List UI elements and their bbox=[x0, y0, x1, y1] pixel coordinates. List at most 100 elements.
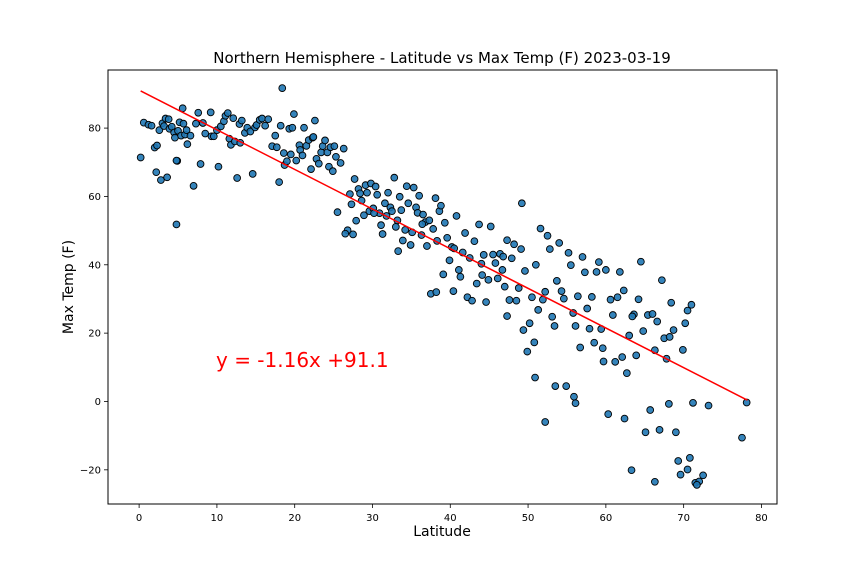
data-point bbox=[286, 150, 295, 159]
data-point bbox=[192, 119, 200, 128]
x-tick-label: 50 bbox=[522, 513, 535, 524]
data-point bbox=[171, 133, 179, 142]
data-point bbox=[339, 144, 348, 153]
data-point bbox=[676, 470, 685, 479]
data-point bbox=[419, 210, 427, 219]
data-point bbox=[599, 357, 608, 366]
data-point bbox=[371, 182, 380, 191]
data-point bbox=[576, 343, 585, 352]
data-point bbox=[550, 322, 559, 330]
y-tick-label: 0 bbox=[95, 397, 101, 408]
data-point bbox=[311, 116, 319, 125]
data-point bbox=[493, 274, 502, 283]
x-tick-label: 40 bbox=[444, 513, 457, 524]
data-point bbox=[562, 382, 571, 390]
data-point bbox=[431, 194, 440, 203]
data-point bbox=[531, 260, 540, 269]
data-point bbox=[475, 220, 483, 229]
data-point bbox=[264, 115, 273, 124]
data-point bbox=[373, 190, 382, 199]
data-point bbox=[606, 295, 615, 304]
y-tick-label: 80 bbox=[88, 124, 101, 135]
data-point bbox=[470, 237, 479, 246]
data-point bbox=[592, 268, 601, 276]
data-point bbox=[598, 344, 607, 353]
data-point bbox=[201, 129, 210, 138]
data-point bbox=[627, 466, 636, 475]
x-tick-label: 10 bbox=[211, 513, 224, 524]
data-point bbox=[687, 300, 696, 309]
data-point bbox=[619, 286, 628, 295]
data-point bbox=[632, 351, 641, 360]
data-point bbox=[555, 239, 564, 247]
data-point bbox=[209, 132, 218, 141]
data-point bbox=[578, 253, 587, 261]
data-point bbox=[686, 454, 694, 462]
data-point bbox=[172, 220, 181, 229]
data-point bbox=[472, 279, 481, 288]
data-point bbox=[486, 222, 495, 231]
plot-frame bbox=[107, 69, 778, 505]
data-point bbox=[639, 327, 648, 335]
data-point bbox=[468, 296, 476, 305]
data-point bbox=[415, 191, 424, 200]
data-point bbox=[595, 258, 603, 266]
data-point bbox=[276, 121, 285, 130]
data-point bbox=[618, 353, 627, 361]
data-point bbox=[196, 160, 205, 168]
x-tick-label: 70 bbox=[677, 513, 690, 524]
data-point bbox=[258, 114, 266, 123]
data-point bbox=[290, 110, 298, 118]
data-point bbox=[237, 116, 246, 125]
data-point bbox=[445, 256, 454, 265]
data-point bbox=[665, 400, 673, 408]
data-point bbox=[503, 236, 511, 245]
data-point bbox=[356, 189, 364, 198]
data-point bbox=[272, 143, 281, 152]
data-point bbox=[651, 477, 659, 486]
data-point bbox=[163, 173, 171, 182]
data-point bbox=[363, 188, 371, 197]
data-point bbox=[648, 310, 657, 318]
data-point bbox=[541, 418, 550, 426]
data-point bbox=[541, 287, 550, 296]
data-point bbox=[628, 312, 637, 321]
data-point bbox=[390, 173, 399, 182]
data-point bbox=[394, 247, 403, 255]
data-point bbox=[186, 131, 195, 140]
data-point bbox=[571, 399, 580, 408]
data-point bbox=[523, 347, 532, 356]
data-point bbox=[388, 207, 396, 215]
data-point bbox=[583, 304, 592, 313]
data-point bbox=[548, 312, 557, 321]
data-point bbox=[559, 294, 568, 303]
data-point bbox=[489, 250, 497, 259]
y-axis-label: Max Temp (F) bbox=[61, 240, 77, 334]
data-point bbox=[206, 108, 215, 117]
data-point bbox=[655, 425, 664, 434]
data-point bbox=[347, 200, 356, 209]
data-point bbox=[136, 153, 145, 162]
data-point bbox=[391, 223, 400, 231]
data-point bbox=[214, 162, 223, 171]
data-point bbox=[634, 295, 643, 304]
x-tick-label: 60 bbox=[599, 513, 612, 524]
data-point bbox=[484, 275, 493, 284]
data-point bbox=[693, 481, 701, 489]
data-point bbox=[637, 257, 645, 266]
data-point bbox=[478, 271, 487, 279]
data-point bbox=[570, 392, 578, 401]
data-point bbox=[514, 284, 523, 292]
data-point bbox=[609, 311, 617, 319]
data-point bbox=[454, 266, 463, 274]
data-point bbox=[545, 245, 554, 253]
data-point bbox=[395, 192, 404, 201]
data-point bbox=[298, 151, 307, 160]
data-point bbox=[641, 428, 650, 437]
data-point bbox=[679, 346, 687, 354]
data-point bbox=[500, 282, 509, 291]
data-point bbox=[517, 245, 525, 253]
data-point bbox=[672, 428, 680, 437]
data-point bbox=[505, 296, 514, 304]
